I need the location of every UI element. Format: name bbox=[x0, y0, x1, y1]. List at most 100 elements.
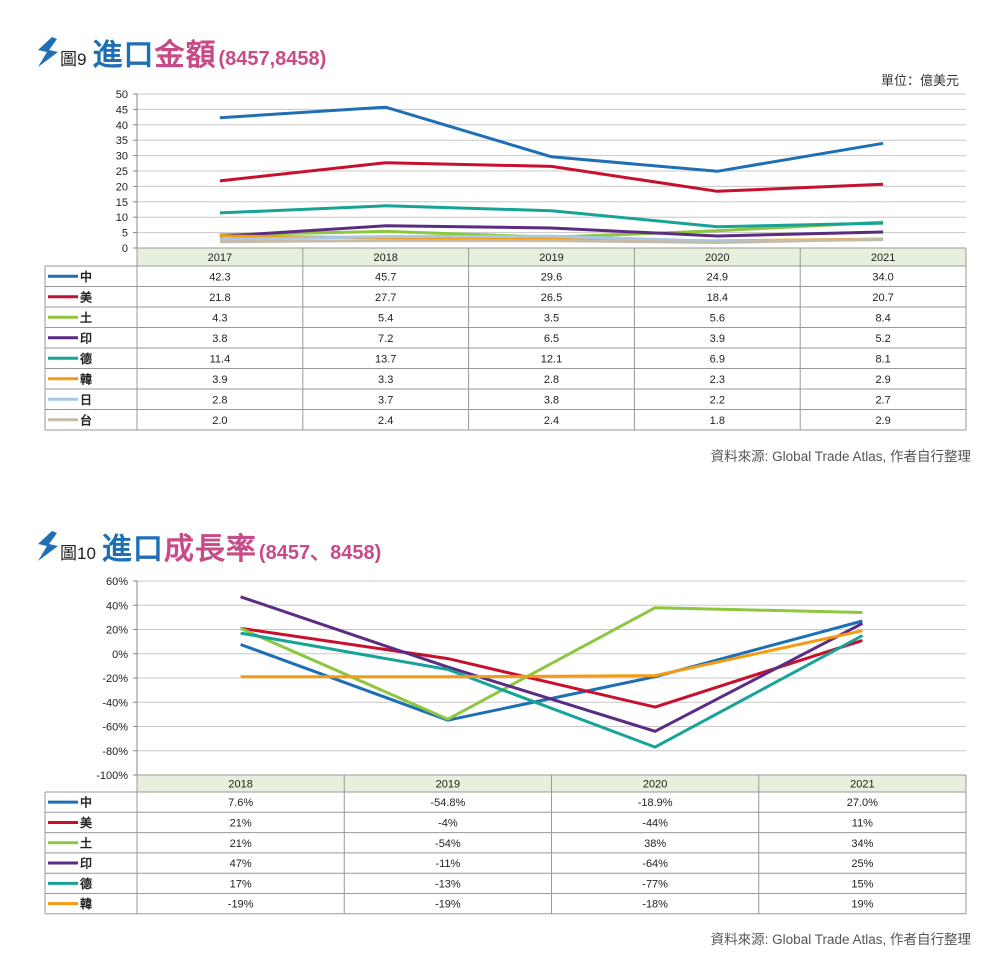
chart1-x-category-label: 2019 bbox=[539, 252, 563, 264]
chart1-data-label: 45.7 bbox=[375, 271, 396, 283]
chart2-data-label: -11% bbox=[435, 858, 460, 870]
chart2-legend-label-韓: 韓 bbox=[80, 896, 92, 911]
chart1-data-label: 18.4 bbox=[707, 292, 728, 304]
chart1-data-label: 2.9 bbox=[875, 374, 890, 386]
chart2-data-label: 34% bbox=[851, 838, 873, 850]
chart1-y-tick-label: 30 bbox=[116, 151, 128, 163]
chart1-data-label: 3.9 bbox=[710, 333, 725, 345]
chart1-data-label: 5.2 bbox=[875, 333, 890, 345]
chart2-y-tick-label: -60% bbox=[102, 722, 128, 734]
chart1-data-label: 3.5 bbox=[544, 312, 559, 324]
chart1-data-label: 6.9 bbox=[710, 353, 725, 365]
chart1-y-tick-label: 40 bbox=[116, 120, 128, 132]
chart2-y-tick-label: 60% bbox=[106, 576, 128, 588]
chart2-data-label: -13% bbox=[435, 878, 461, 890]
chart1-x-category-label: 2017 bbox=[208, 252, 232, 264]
chart1-series-line-台 bbox=[219, 237, 884, 244]
chart2-x-category-label: 2019 bbox=[436, 779, 460, 791]
chart2-data-label: -77% bbox=[642, 878, 668, 890]
chart1-data-label: 4.3 bbox=[212, 312, 227, 324]
chart1-data-label: 2.4 bbox=[378, 415, 393, 427]
chart2-y-tick-label: -100% bbox=[96, 770, 128, 782]
chart1-title-part2: 金額 bbox=[154, 39, 217, 72]
chart1-unit-label: 單位：億美元 bbox=[880, 73, 959, 88]
chart2-data-label: -19% bbox=[435, 899, 461, 911]
chart1-y-tick-label: 50 bbox=[116, 89, 128, 101]
chart1-data-label: 2.8 bbox=[544, 374, 559, 386]
chart2-y-tick-label: 20% bbox=[106, 625, 128, 637]
chart2-series-line-德 bbox=[240, 631, 864, 749]
chart1-data-label: 2.3 bbox=[710, 374, 725, 386]
chart1-fig-label: 圖9 bbox=[60, 50, 87, 69]
chart2-data-label: 17% bbox=[230, 878, 252, 890]
chart1-y-tick-label: 0 bbox=[122, 243, 128, 255]
chart2-data-label: 27.0% bbox=[847, 797, 878, 809]
chart1-data-label: 24.9 bbox=[707, 271, 728, 283]
chart2-y-tick-label: 0% bbox=[112, 649, 128, 661]
chart1-y-tick-label: 45 bbox=[116, 104, 128, 116]
chart1-x-category-label: 2020 bbox=[705, 252, 729, 264]
chart2-data-label: 19% bbox=[851, 899, 873, 911]
chart1-data-label: 34.0 bbox=[872, 271, 893, 283]
chart1-title-block: 圖9 進口 金額 (8457,8458) bbox=[36, 30, 326, 74]
chart1-data-label: 5.4 bbox=[378, 312, 393, 324]
chart1-series-line-德 bbox=[219, 204, 884, 229]
chart2-data-label: -54.8% bbox=[430, 797, 465, 809]
chart1-y-tick-label: 35 bbox=[116, 135, 128, 147]
chart1-data-label: 8.1 bbox=[875, 353, 890, 365]
chart1-series-line-美 bbox=[219, 161, 884, 193]
chart1-data-label: 27.7 bbox=[375, 292, 396, 304]
chart1-x-category-label: 2021 bbox=[871, 252, 895, 264]
chart2-legend-label-土: 土 bbox=[80, 835, 92, 850]
chart2-fig-label: 圖10 bbox=[60, 544, 96, 563]
chart1-source: 資料來源: Global Trade Atlas, 作者自行整理 bbox=[710, 449, 971, 464]
chart2-source: 資料來源: Global Trade Atlas, 作者自行整理 bbox=[710, 932, 971, 947]
chart2-y-tick-label: -20% bbox=[102, 673, 128, 685]
chart1-y-tick-label: 10 bbox=[116, 212, 128, 224]
chart1-series-line-印 bbox=[219, 224, 884, 238]
chart1-legend-label-美: 美 bbox=[80, 289, 93, 304]
chart2-x-category-label: 2020 bbox=[643, 779, 667, 791]
chart1-data-label: 12.1 bbox=[541, 353, 562, 365]
chart2-title-block: 圖10 進口 成長率 (8457、8458) bbox=[36, 524, 381, 568]
chart2-data-label: -18% bbox=[642, 899, 668, 911]
chart2-series-line-土 bbox=[239, 606, 863, 721]
chart2-data-label: 11% bbox=[852, 817, 873, 829]
chart1-data-label: 20.7 bbox=[872, 292, 893, 304]
chart1-data-label: 1.8 bbox=[710, 415, 725, 427]
chart2-y-tick-label: -40% bbox=[102, 697, 128, 709]
chart1-data-label: 6.5 bbox=[544, 333, 559, 345]
chart1-y-tick-label: 5 bbox=[122, 228, 128, 240]
chart1-data-label: 8.4 bbox=[875, 312, 890, 324]
chart1-title-part1: 進口 bbox=[92, 39, 155, 72]
chart2-data-label: -18.9% bbox=[638, 797, 673, 809]
chart1-data-label: 2.9 bbox=[875, 415, 890, 427]
chart2-data-label: -19% bbox=[228, 899, 254, 911]
chart2-title-suffix: (8457、8458) bbox=[258, 542, 382, 564]
chart1-legend-label-德: 德 bbox=[80, 351, 92, 366]
chart1-data-label: 3.3 bbox=[378, 374, 393, 386]
chart1-data-label: 2.2 bbox=[710, 394, 725, 406]
chart1-data-label: 7.2 bbox=[378, 333, 393, 345]
chart1-data-label: 13.7 bbox=[375, 353, 396, 365]
chart1-data-label: 3.8 bbox=[544, 394, 559, 406]
chart2-svg: 60% 40% 20% 0% -20% -40% -60% -80% -100% 2018 2019… bbox=[44, 576, 967, 915]
chart1-data-label: 2.0 bbox=[212, 415, 227, 427]
s-logo-icon bbox=[38, 531, 58, 561]
chart2-series-line-印 bbox=[240, 595, 864, 733]
chart2-y-tick-label: -80% bbox=[102, 746, 128, 758]
chart1-data-label: 5.6 bbox=[710, 312, 725, 324]
chart1-y-tick-label: 15 bbox=[116, 197, 128, 209]
chart2-data-label: -54% bbox=[435, 838, 461, 850]
chart2-data-label: 7.6% bbox=[228, 797, 253, 809]
chart2-legend-label-德: 德 bbox=[80, 876, 92, 891]
chart2-data-label: 25% bbox=[851, 858, 873, 870]
chart2-data-label: -44% bbox=[642, 817, 668, 829]
chart1-data-label: 21.8 bbox=[209, 292, 230, 304]
chart1-legend-label-印: 印 bbox=[80, 331, 92, 345]
chart2-title-part1: 進口 bbox=[101, 533, 164, 566]
chart1-legend-label-韓: 韓 bbox=[80, 371, 92, 386]
chart1-title-suffix: (8457,8458) bbox=[218, 48, 327, 70]
chart1-data-label: 26.5 bbox=[541, 292, 562, 304]
